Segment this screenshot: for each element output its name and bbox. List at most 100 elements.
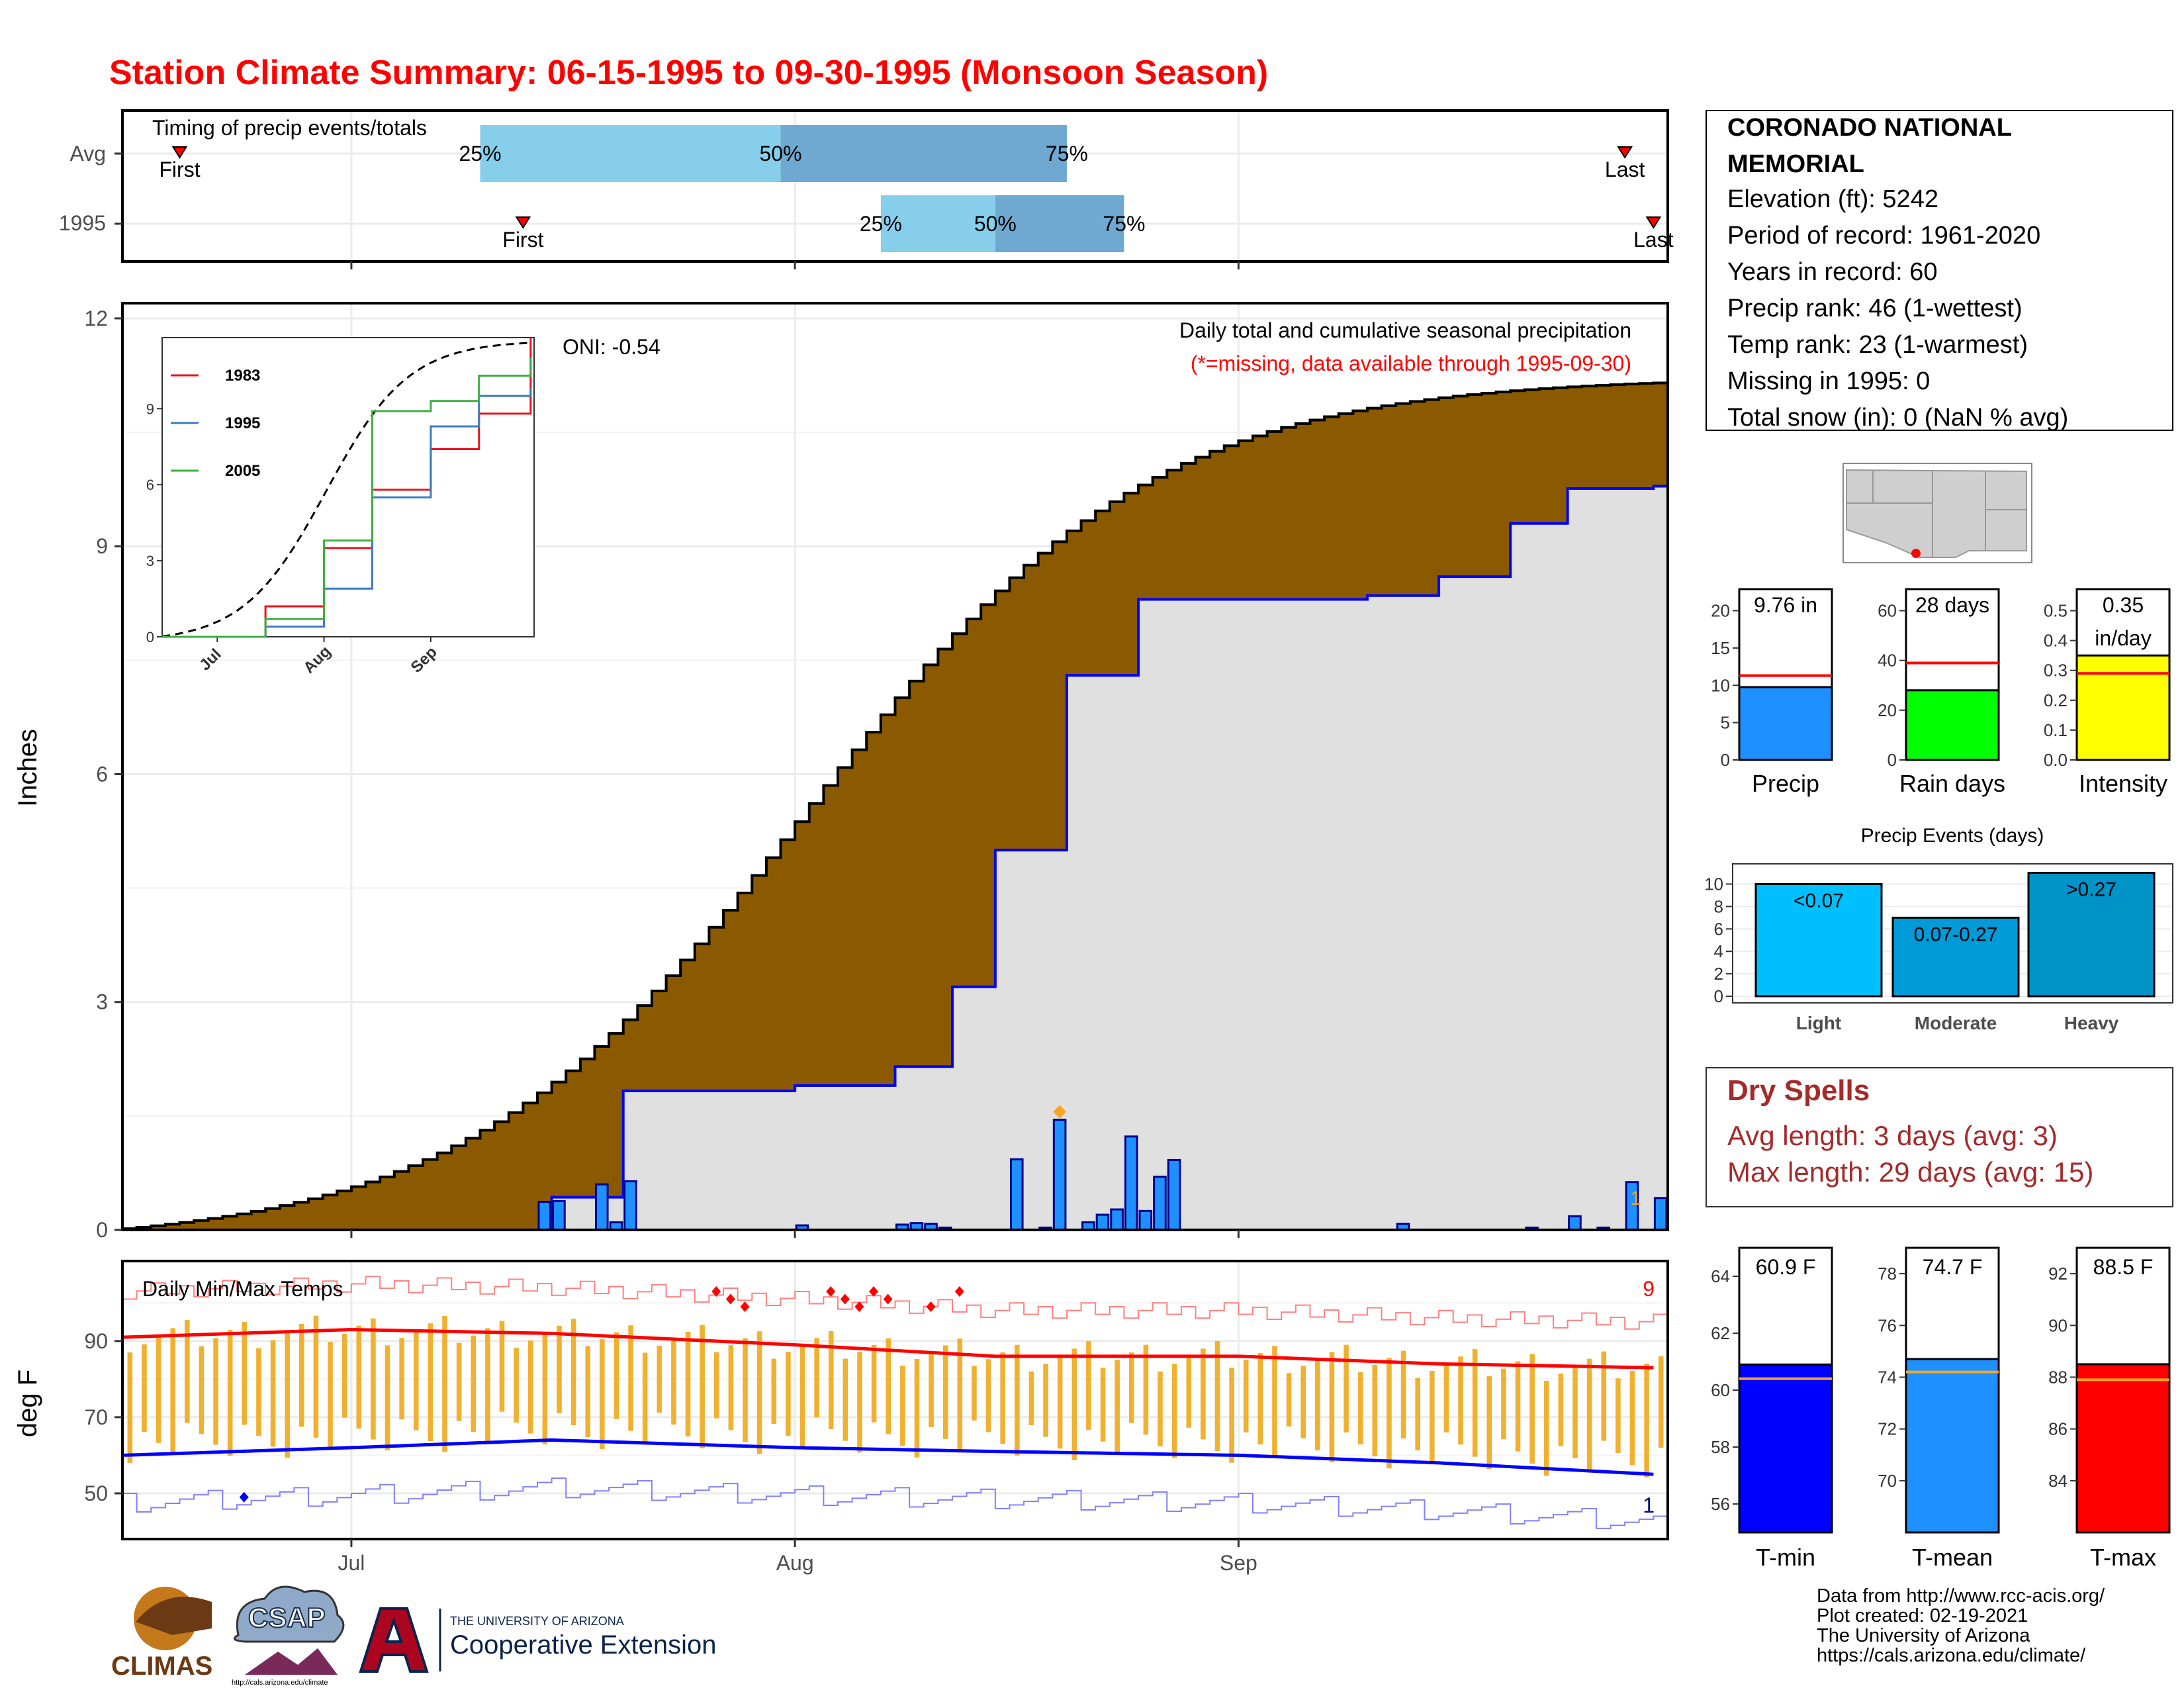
temp-bar-category-label: T-min	[1756, 1544, 1815, 1571]
events-bar	[1891, 916, 2020, 998]
daily-temp-bar	[1100, 1368, 1106, 1442]
timing-avg-pct-label: 75%	[1046, 142, 1088, 165]
daily-precip-bar	[1124, 1135, 1138, 1231]
temp-y-tick-label: 70	[84, 1405, 108, 1429]
daily-precip-bar	[1052, 1119, 1067, 1231]
temp-y-axis: 50 70 90	[84, 1329, 122, 1505]
timing-1995-last-label: Last	[1633, 228, 1674, 252]
daily-temp-bar	[428, 1323, 433, 1442]
record-high-marker	[926, 1301, 936, 1313]
daily-temp-bar	[1158, 1371, 1163, 1446]
daily-temp-bar	[557, 1325, 562, 1414]
inset-legend-label: 1995	[225, 414, 260, 432]
daily-temp-bar	[542, 1333, 548, 1444]
daily-temp-bar	[356, 1325, 362, 1429]
daily-temp-bar	[671, 1338, 676, 1425]
mini-bar-category-label: Precip	[1752, 770, 1819, 797]
station-info-line: Missing in 1995: 0	[1727, 367, 1930, 395]
mini-bar-fill	[2075, 654, 2171, 761]
mini-bar-y-tick-label: 10	[1711, 675, 1730, 695]
station-name-2: MEMORIAL	[1727, 150, 1864, 178]
timing-1995-box-lower	[880, 195, 995, 252]
csap-logo: CSAP http://cals.arizona.edu/climate	[232, 1585, 345, 1687]
temp-bar-y-tick-label: 86	[2048, 1419, 2068, 1439]
daily-temp-bar	[886, 1338, 891, 1434]
daily-temp-bar	[1057, 1356, 1063, 1449]
record-high-marker	[954, 1286, 964, 1297]
daily-temp-bar	[1329, 1352, 1335, 1463]
station-info-line: Temp rank: 23 (1-warmest)	[1727, 331, 2028, 359]
climas-logo: CLIMAS	[111, 1587, 212, 1681]
events-y-tick-label: 6	[1714, 919, 1723, 939]
daily-temp-bar	[1372, 1364, 1378, 1457]
mini-bar-value-label-2: in/day	[2095, 626, 2151, 650]
map-borders	[1846, 470, 2026, 557]
events-title: Precip Events (days)	[1861, 825, 2044, 847]
events-y-tick-label: 4	[1714, 941, 1723, 961]
ua-line-1: THE UNIVERSITY OF ARIZONA	[450, 1615, 624, 1628]
mini-bar-y-tick-label: 40	[1878, 651, 1897, 671]
temp-bar-y-tick-label: 72	[1878, 1419, 1897, 1439]
precip-y-tick-label: 6	[96, 762, 108, 786]
daily-precip-bar	[1167, 1158, 1181, 1231]
daily-temp-bar	[628, 1325, 633, 1431]
station-info-line: Total snow (in): 0 (NaN % avg)	[1727, 404, 2068, 432]
dry-title: Dry Spells	[1727, 1074, 1870, 1107]
daily-temp-bar	[614, 1332, 619, 1419]
daily-temp-bar	[1472, 1349, 1478, 1457]
daily-temp-bar	[842, 1358, 848, 1441]
precip-count-label: 1	[1630, 1188, 1641, 1209]
daily-temp-bar	[585, 1346, 590, 1438]
daily-temp-bar	[371, 1318, 376, 1440]
location-map	[1843, 463, 2032, 563]
ua-block-a	[359, 1607, 429, 1673]
temp-bar-y-tick-label: 74	[1878, 1367, 1897, 1387]
events-y-tick-label: 2	[1714, 964, 1723, 984]
precip-y-axis: 0 3 6 9 12	[84, 306, 1240, 1242]
timing-content: 25% 50% 75% First Last 25% 50% 75% First Last	[159, 125, 1674, 252]
temp-bar-y-tick-label: 92	[2048, 1264, 2068, 1284]
daily-temp-bar	[485, 1328, 490, 1443]
daily-precip-bar	[1095, 1213, 1110, 1231]
temp-x-tick-label: Aug	[776, 1551, 814, 1575]
temp-bar-y-tick-label: 84	[2048, 1471, 2068, 1491]
inset-y-tick-label: 0	[146, 629, 154, 645]
csap-url: http://cals.arizona.edu/climate	[232, 1679, 328, 1687]
record-min-line	[122, 1477, 1668, 1529]
daily-temp-bar	[771, 1358, 777, 1425]
mini-bar-y-tick-label: 5	[1721, 713, 1730, 733]
station-lines: Elevation (ft): 5242 Period of record: 19…	[1727, 185, 2068, 432]
events-category-label: Heavy	[2064, 1013, 2119, 1033]
daily-precip-bar	[623, 1180, 637, 1231]
daily-temp-bar	[1286, 1373, 1292, 1427]
daily-temp-bar	[1115, 1360, 1120, 1454]
daily-temp-bar	[213, 1338, 218, 1445]
timing-avg-first-marker	[171, 146, 188, 159]
daily-temp-bar	[527, 1340, 533, 1434]
temp-bar-category-label: T-mean	[1912, 1544, 1993, 1571]
daily-temp-bar	[471, 1335, 477, 1432]
daily-temp-bar	[341, 1334, 347, 1418]
daily-temp-bar	[1543, 1381, 1549, 1476]
daily-temp-bar	[328, 1342, 333, 1449]
timing-row-1995: 1995	[59, 211, 106, 235]
daily-temp-bar	[142, 1344, 147, 1432]
timing-avg-first-label: First	[159, 158, 200, 181]
timing-1995-first-marker	[515, 216, 531, 229]
timing-panel: Timing of precip events/totals 25% 50% 75%…	[59, 109, 1674, 269]
daily-temp-bar	[714, 1352, 719, 1419]
daily-temp-bar	[1387, 1358, 1392, 1469]
timing-1995-pct-label: 25%	[860, 212, 902, 236]
timing-avg-last-label: Last	[1605, 158, 1645, 181]
daily-temp-bar	[256, 1348, 261, 1436]
csap-mountains	[245, 1648, 338, 1675]
daily-temp-bar	[227, 1330, 233, 1456]
daily-temp-bar	[1501, 1368, 1506, 1440]
station-frame	[1706, 110, 2173, 431]
average-max-line	[122, 1328, 1654, 1370]
precip-events-chart: Precip Events (days) 02 46 810 <0.07 Light 0.…	[1704, 825, 2173, 1033]
daily-temp-bar	[1300, 1366, 1306, 1438]
daily-temp-bar	[1243, 1360, 1249, 1432]
